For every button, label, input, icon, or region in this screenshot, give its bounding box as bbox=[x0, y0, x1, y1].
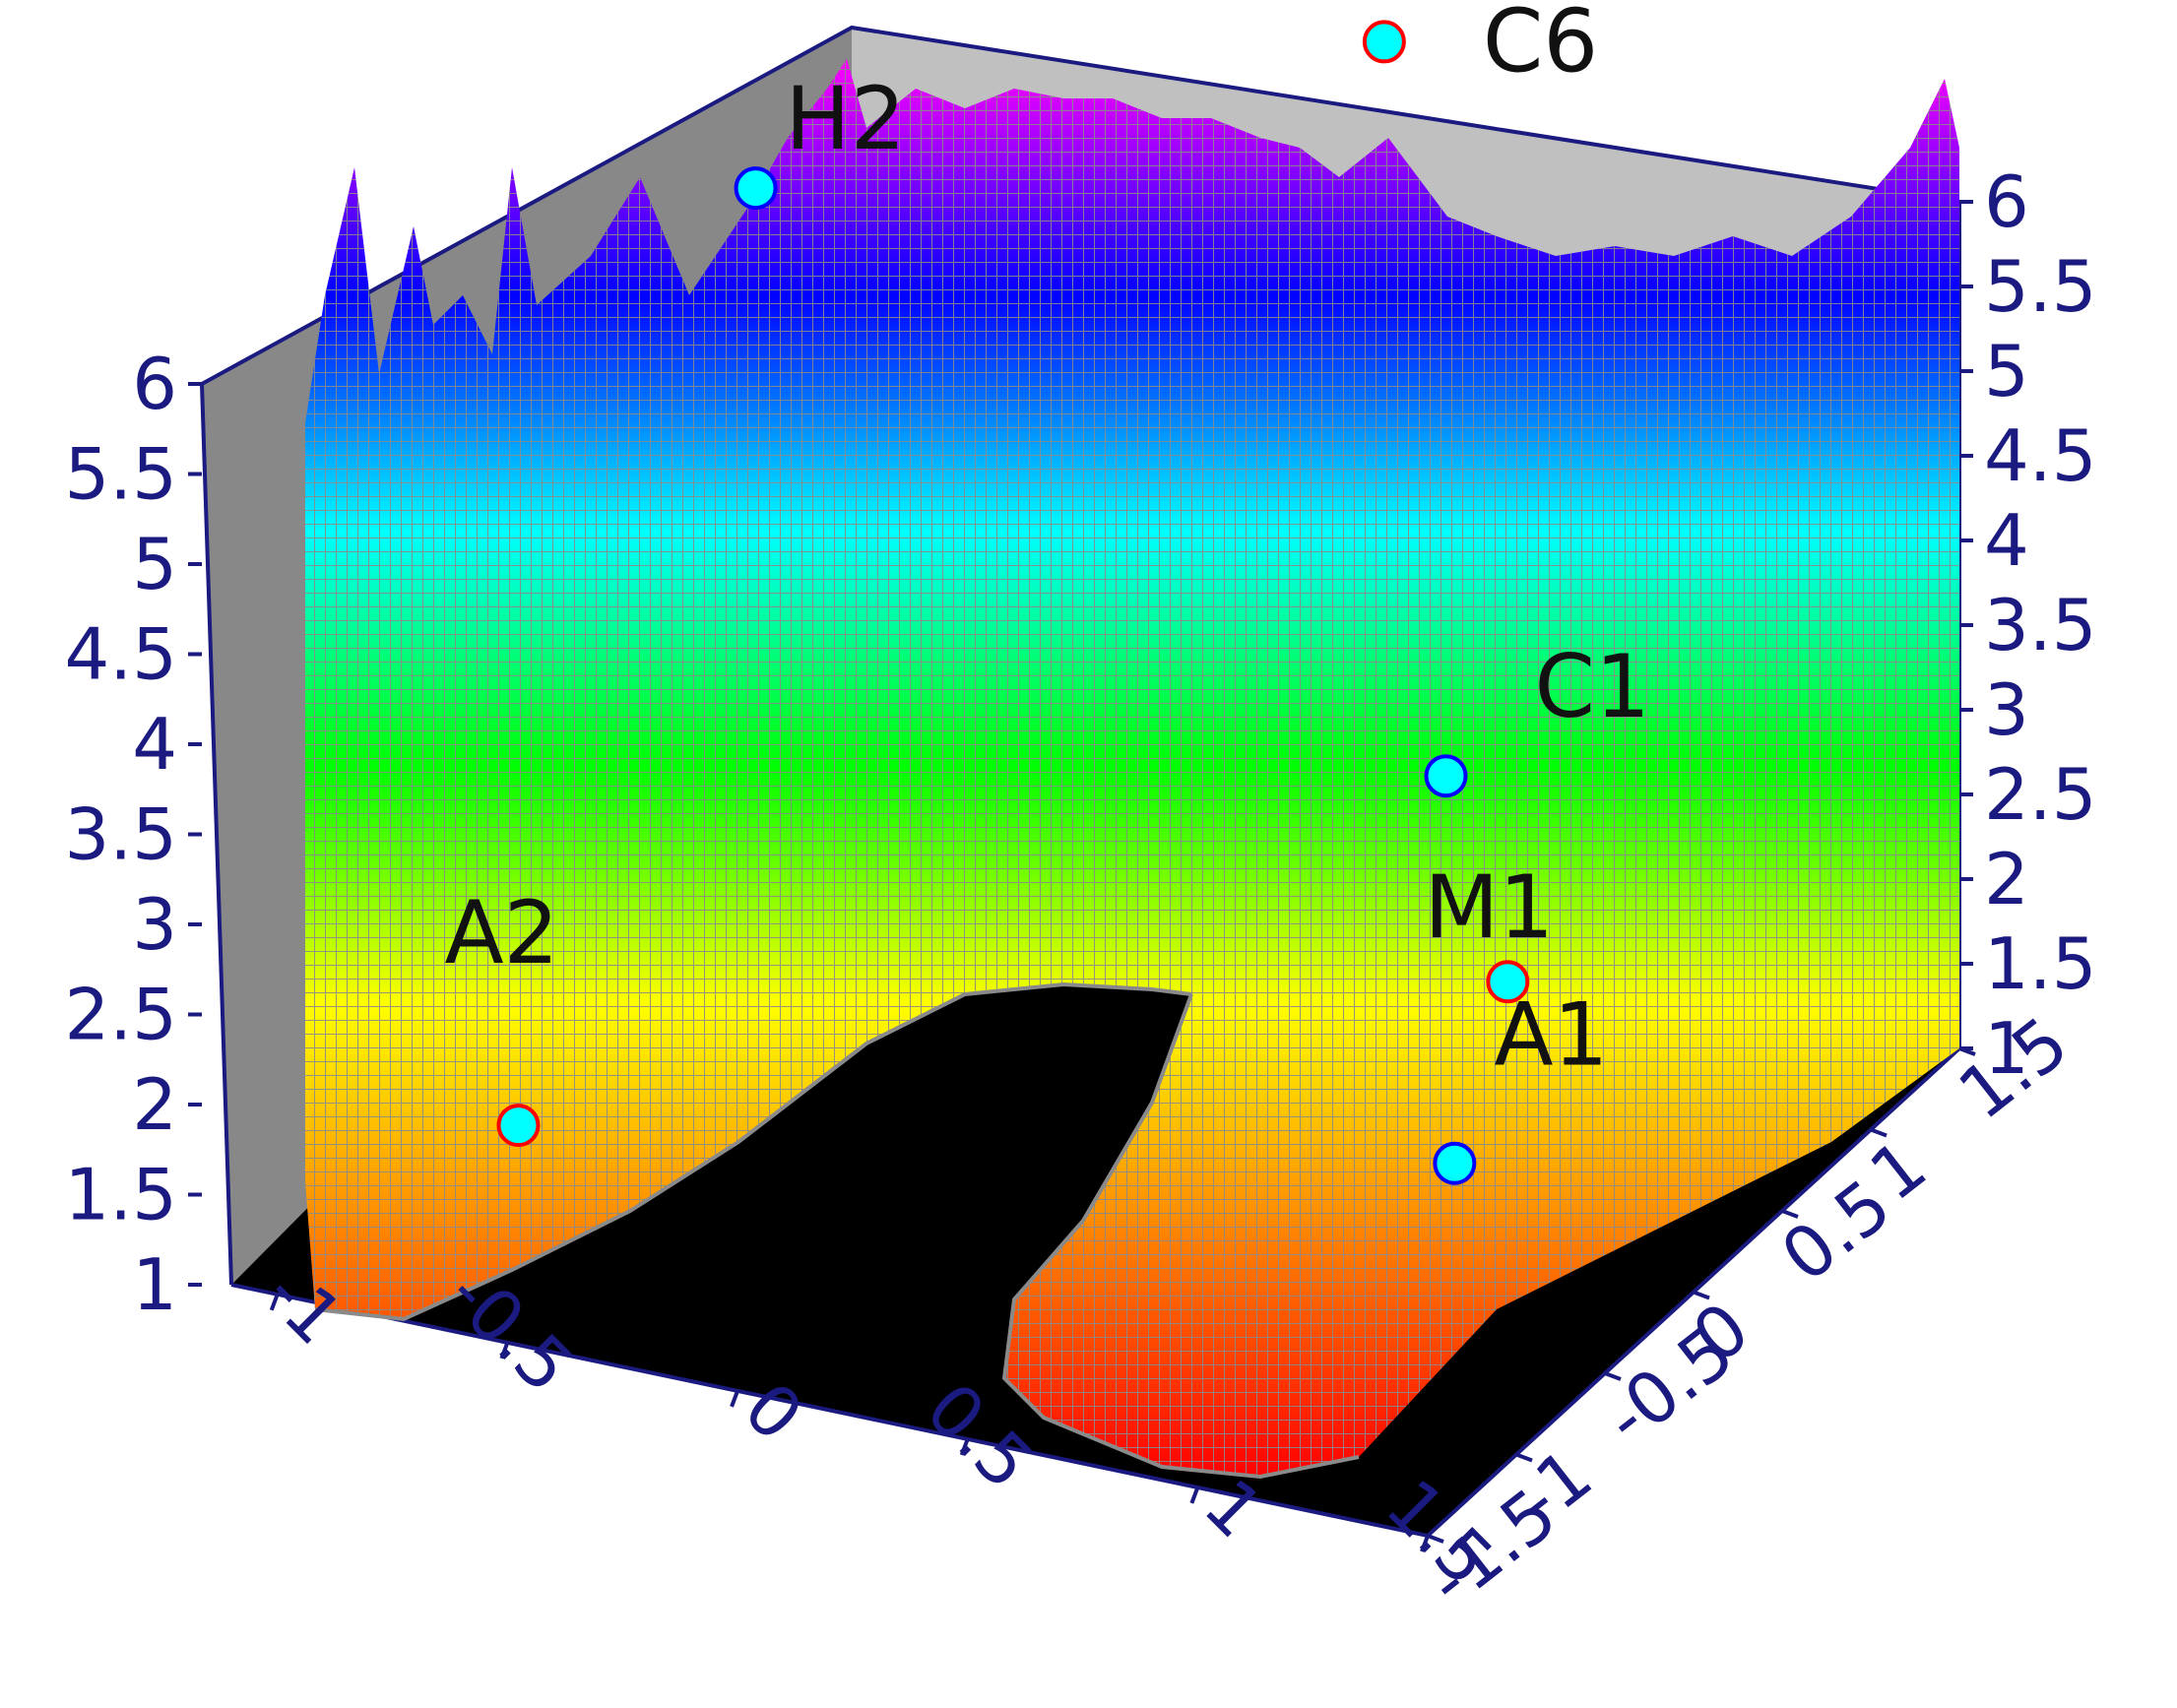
y-tick-mark bbox=[1870, 1127, 1888, 1138]
z-tick-label: 4.5 bbox=[64, 613, 177, 696]
z-tick-label: 3.5 bbox=[1984, 584, 2097, 666]
point-marker bbox=[1424, 754, 1468, 798]
surface bbox=[305, 59, 1959, 1480]
point-marker bbox=[1433, 1141, 1477, 1185]
z-tick-label: 2.5 bbox=[64, 974, 177, 1056]
x-tick-mark bbox=[959, 1438, 970, 1456]
y-tick-mark bbox=[1693, 1290, 1710, 1300]
z-tick-label: 1.5 bbox=[64, 1154, 177, 1236]
z-tick-label: 2 bbox=[132, 1063, 177, 1146]
z-tick-label: 2.5 bbox=[1984, 753, 2097, 836]
y-tick-mark bbox=[1958, 1046, 1976, 1056]
y-tick-mark bbox=[1781, 1209, 1799, 1219]
point-label: C6 bbox=[1483, 0, 1598, 92]
critical-points: C6 H2 C1 M1 A1 A2 bbox=[444, 0, 1650, 1185]
z-tick-label: 3 bbox=[132, 883, 177, 966]
z-tick-label: 5.5 bbox=[1984, 245, 2097, 328]
point-marker bbox=[1486, 960, 1530, 1004]
x-tick-mark bbox=[269, 1294, 280, 1311]
z-tick-label: 3 bbox=[1984, 668, 2029, 751]
x-tick-mark bbox=[499, 1342, 510, 1360]
y-tick-label: 1.5 bbox=[1944, 1001, 2083, 1136]
z-axis-left: 11.522.533.544.555.56 bbox=[64, 343, 202, 1326]
point-label: A1 bbox=[1494, 984, 1608, 1086]
z-tick-label: 5.5 bbox=[64, 433, 177, 516]
z-tick-label: 4.5 bbox=[1984, 414, 2097, 497]
surface-mesh bbox=[305, 59, 1959, 1477]
point-label: C1 bbox=[1535, 636, 1650, 737]
z-tick-label: 1 bbox=[1984, 1007, 2029, 1090]
z-tick-label: 4 bbox=[1984, 499, 2029, 582]
point-marker bbox=[1362, 20, 1406, 64]
z-tick-label: 6 bbox=[1984, 160, 2029, 243]
z-tick-label: 5 bbox=[1984, 330, 2029, 412]
z-tick-label: 2 bbox=[1984, 838, 2029, 920]
point-label: A2 bbox=[444, 882, 558, 983]
z-tick-label: 1.5 bbox=[1984, 922, 2097, 1005]
x-tick-mark bbox=[1189, 1487, 1200, 1504]
box-frame-left bbox=[200, 383, 233, 1286]
point-marker bbox=[496, 1104, 541, 1148]
x-tick-mark bbox=[1420, 1535, 1430, 1552]
y-tick-mark bbox=[1427, 1534, 1444, 1544]
point-label: H2 bbox=[786, 68, 906, 169]
z-tick-label: 3.5 bbox=[64, 793, 177, 876]
ridge-outline bbox=[1001, 993, 1360, 1480]
y-tick-mark bbox=[1604, 1371, 1622, 1381]
z-tick-label: 5 bbox=[132, 523, 177, 605]
z-axis-right: 11.522.533.544.555.56 bbox=[1959, 160, 2097, 1090]
z-tick-label: 6 bbox=[132, 343, 177, 425]
z-tick-label: 1 bbox=[132, 1243, 177, 1326]
point-marker bbox=[734, 166, 778, 211]
x-tick-mark bbox=[730, 1390, 739, 1408]
surface-outline bbox=[314, 981, 1192, 1322]
point-label: M1 bbox=[1424, 856, 1554, 958]
y-tick-mark bbox=[1515, 1452, 1533, 1463]
z-tick-label: 4 bbox=[132, 703, 177, 786]
